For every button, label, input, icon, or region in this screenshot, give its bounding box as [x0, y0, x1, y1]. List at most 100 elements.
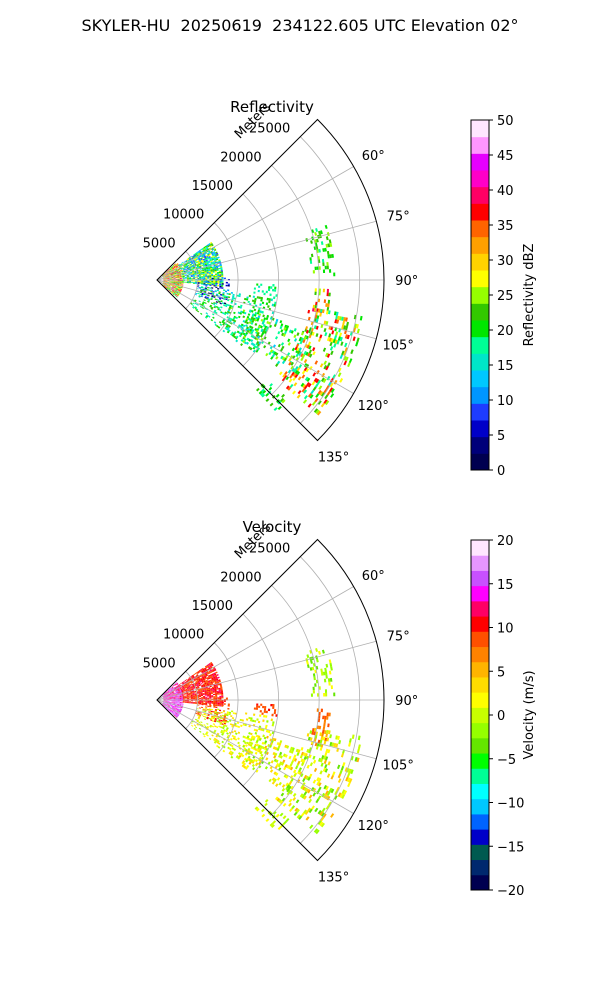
echo-cell	[170, 688, 173, 691]
echo-cell	[169, 267, 172, 270]
colorbar-segment	[471, 859, 489, 876]
echo-cell	[276, 747, 280, 752]
echo-cell	[326, 375, 331, 381]
echo-cell	[182, 687, 185, 690]
echo-cell	[192, 271, 195, 273]
echo-cell	[189, 701, 191, 702]
echo-cell	[204, 672, 207, 675]
echo-cell	[335, 315, 338, 320]
echo-cell	[172, 264, 175, 267]
echo-cell	[213, 738, 216, 742]
echo-cell	[268, 778, 272, 783]
echo-cell	[202, 264, 206, 266]
echo-cell	[202, 274, 206, 276]
echo-cell	[178, 264, 181, 266]
echo-cell	[335, 311, 339, 316]
echo-cell	[198, 716, 201, 718]
echo-cell	[171, 278, 174, 280]
echo-cell	[201, 307, 204, 309]
echo-cell	[168, 289, 170, 291]
echo-cell	[171, 691, 174, 693]
echo-cell	[171, 271, 174, 273]
echo-cell	[204, 262, 207, 265]
echo-cell	[188, 696, 191, 698]
echo-cell	[205, 674, 208, 677]
echo-cell	[210, 681, 213, 684]
echo-cell	[246, 764, 250, 768]
echo-cell	[211, 252, 214, 255]
echo-cell	[173, 700, 176, 702]
echo-cell	[308, 808, 313, 814]
echo-cell	[164, 283, 167, 284]
echo-cell	[287, 369, 292, 374]
echo-cell	[177, 292, 180, 295]
echo-cell	[211, 696, 214, 698]
echo-cell	[257, 720, 261, 724]
echo-cell	[163, 282, 165, 284]
echo-cell	[247, 747, 251, 751]
echo-cell	[169, 710, 172, 713]
echo-cell	[177, 701, 180, 702]
echo-cell	[166, 708, 169, 710]
echo-cell	[214, 711, 217, 714]
echo-cell	[289, 355, 294, 359]
azimuth-tick-label: 135°	[318, 871, 349, 886]
colorbar-tick-label: 5	[497, 665, 505, 680]
echo-cell	[210, 291, 213, 293]
echo-cell	[191, 268, 194, 271]
echo-cell	[210, 670, 213, 673]
echo-cell	[204, 690, 207, 692]
echo-cell	[253, 728, 257, 732]
echo-cell	[318, 786, 322, 791]
echo-cell	[181, 686, 184, 688]
echo-cell	[202, 668, 205, 671]
echo-cell	[239, 312, 242, 315]
echo-cell	[214, 267, 217, 269]
echo-cell	[195, 309, 198, 312]
echo-cell	[191, 280, 194, 282]
echo-cell	[188, 262, 192, 264]
echo-cell	[166, 703, 169, 705]
echo-cell	[330, 393, 335, 398]
echo-cell	[174, 287, 177, 289]
echo-cell	[174, 291, 176, 293]
azimuth-tick-label: 135°	[318, 451, 349, 466]
echo-cell	[278, 754, 282, 758]
echo-cell	[170, 284, 173, 286]
echo-cell	[250, 717, 253, 720]
echo-cell	[323, 365, 328, 370]
echo-cell	[198, 684, 201, 687]
echo-cell	[282, 802, 287, 807]
echo-cell	[305, 329, 309, 334]
echo-cell	[238, 744, 241, 748]
echo-cell	[175, 288, 178, 290]
echo-cell	[193, 258, 197, 261]
echo-cell	[163, 697, 166, 698]
echo-cell	[187, 678, 190, 681]
echo-cell	[175, 709, 178, 711]
echo-cell	[189, 688, 192, 690]
echo-cell	[216, 261, 219, 263]
echo-cell	[175, 698, 178, 699]
echo-cell	[164, 283, 167, 285]
echo-cell	[170, 274, 173, 276]
echo-cell	[289, 763, 293, 767]
echo-cell	[199, 248, 203, 251]
echo-cell	[224, 721, 227, 724]
echo-cell	[167, 706, 170, 709]
echo-cell	[177, 288, 180, 291]
echo-cell	[253, 287, 256, 290]
echo-cell	[162, 703, 165, 705]
echo-cell	[238, 331, 242, 335]
echo-cell	[282, 753, 286, 757]
echo-cell	[205, 700, 208, 702]
colorbar-segment	[471, 783, 489, 800]
echo-cell	[295, 343, 300, 348]
echo-cell	[286, 325, 290, 329]
echo-cell	[177, 703, 180, 705]
echo-cell	[216, 744, 219, 748]
echo-cell	[209, 703, 212, 705]
echo-cell	[188, 265, 191, 268]
echo-cell	[316, 781, 320, 786]
echo-cell	[203, 284, 206, 286]
